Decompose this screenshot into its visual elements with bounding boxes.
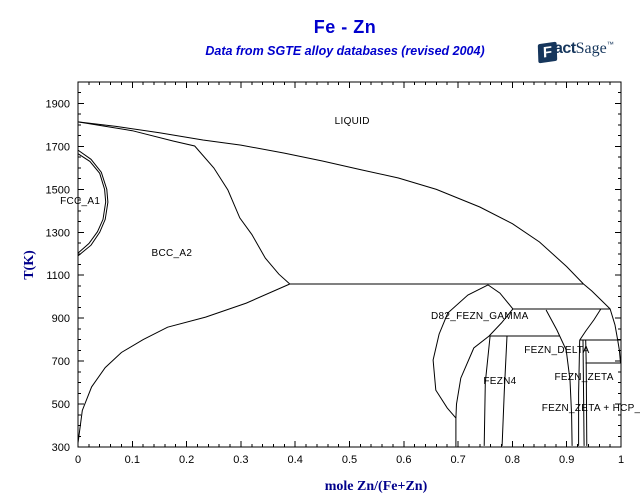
curve-fezn4-left-boundary xyxy=(483,335,491,446)
curve-fezn4-right-boundary xyxy=(501,335,508,446)
region-label-d82-fezn-gamma: D82_FEZN_GAMMA xyxy=(431,311,529,322)
x-axis-title: mole Zn/(Fe+Zn) xyxy=(324,479,428,494)
factsage-logo-sage: Sage xyxy=(575,40,607,57)
y-tick-label: 500 xyxy=(52,399,70,411)
curve-bcc-solvus xyxy=(77,283,291,444)
x-tick-label: 0.8 xyxy=(505,454,520,466)
y-tick-label: 1300 xyxy=(46,227,70,239)
region-label-bcc-a2: BCC_A2 xyxy=(152,248,193,259)
curve-fcc-a1-loop-outer xyxy=(77,149,109,257)
x-tick-label: 0.3 xyxy=(233,454,248,466)
y-tick-label: 300 xyxy=(52,442,70,454)
curve-gamma-right-upper xyxy=(487,284,514,310)
y-tick-label: 1900 xyxy=(46,98,70,110)
y-tick-label: 1100 xyxy=(46,270,70,282)
plot-border xyxy=(77,81,622,448)
curve-gamma-left-boundary xyxy=(432,284,489,447)
curve-liquidus-upper xyxy=(77,121,584,285)
y-tick-label: 1700 xyxy=(46,141,70,153)
region-label-fezn-zeta-hcp: FEZN_ZETA + HCP_ xyxy=(542,403,640,414)
region-label-fezn-delta: FEZN_DELTA xyxy=(524,345,589,356)
factsage-logo-act: act xyxy=(554,40,576,57)
y-tick-label: 700 xyxy=(52,356,70,368)
factsage-logo-trademark: ™ xyxy=(606,41,614,49)
curve-gamma-right-solvus xyxy=(455,308,514,419)
x-tick-label: 0.1 xyxy=(125,454,140,466)
x-tick-label: 0.5 xyxy=(342,454,357,466)
region-label-fezn-zeta: FEZN_ZETA xyxy=(555,372,614,383)
curve-delta-left-boundary xyxy=(545,309,573,446)
y-tick-label: 900 xyxy=(52,313,70,325)
region-label-fcc-a1: FCC_A1 xyxy=(60,196,100,207)
curve-liquidus-lower xyxy=(583,283,621,363)
x-tick-label: 1 xyxy=(618,454,624,466)
y-tick-label: 1500 xyxy=(46,184,70,196)
x-tick-label: 0.7 xyxy=(450,454,465,466)
curve-fcc-a1-loop-inner xyxy=(77,153,107,254)
x-tick-label: 0.9 xyxy=(559,454,574,466)
curve-delta-right-upper xyxy=(579,308,602,341)
x-tick-label: 0.4 xyxy=(288,454,303,466)
curve-delta-right-solvus xyxy=(578,340,581,446)
x-tick-label: 0 xyxy=(75,454,81,466)
curve-bcc-solidus xyxy=(77,121,291,285)
chart-title: Fe - Zn xyxy=(313,17,377,37)
region-label-liquid: LIQUID xyxy=(335,116,370,127)
region-label-fezn4: FEZN4 xyxy=(483,376,516,387)
x-tick-label: 0.2 xyxy=(179,454,194,466)
x-tick-label: 0.6 xyxy=(396,454,411,466)
chart-subtitle: Data from SGTE alloy databases (revised … xyxy=(205,44,485,58)
curve-zeta-left-boundary xyxy=(582,340,585,446)
